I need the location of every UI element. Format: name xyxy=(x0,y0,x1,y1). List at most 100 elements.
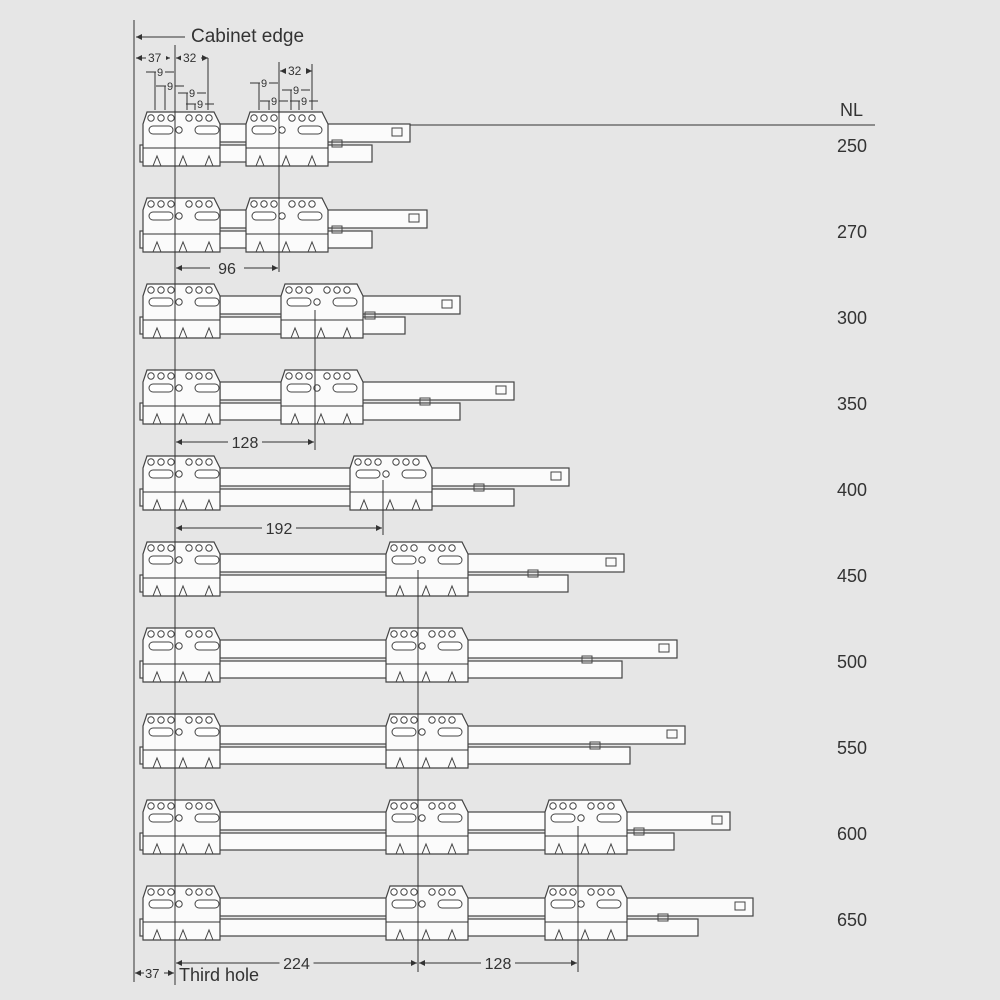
screw-hole xyxy=(157,458,165,466)
screw-hole xyxy=(205,544,213,552)
tab-mark xyxy=(606,842,616,855)
slide-row-450: 450 xyxy=(139,541,867,597)
tab-mark xyxy=(290,326,300,339)
screw-hole xyxy=(333,372,341,380)
dim-9: 9 xyxy=(167,81,173,93)
slide-row-600: 600 xyxy=(139,799,867,855)
dim-128-upper: 128 xyxy=(232,435,259,452)
dim-37-bottom: 37 xyxy=(145,966,159,981)
rail-catch xyxy=(658,643,670,653)
screw-hole xyxy=(157,200,165,208)
screw-hole xyxy=(147,630,155,638)
screw-hole xyxy=(147,544,155,552)
dim-224: 224 xyxy=(283,956,310,973)
rail-stop xyxy=(657,913,669,922)
nl-label: 400 xyxy=(837,480,867,500)
screw-hole xyxy=(333,286,341,294)
nl-label: 650 xyxy=(837,910,867,930)
screw-hole xyxy=(559,802,567,810)
tab-mark xyxy=(421,670,431,683)
rail-catch xyxy=(391,127,403,137)
dim-9: 9 xyxy=(157,67,163,79)
slide-row-400: 400 xyxy=(139,455,867,511)
screw-hole xyxy=(298,200,306,208)
tab-mark xyxy=(421,756,431,769)
screw-hole xyxy=(250,200,258,208)
rail-catch xyxy=(605,557,617,567)
slot-hole xyxy=(194,469,220,479)
tab-mark xyxy=(447,670,457,683)
tab-mark xyxy=(204,670,214,683)
screw-hole xyxy=(157,716,165,724)
screw-hole xyxy=(175,298,183,306)
rail-stop xyxy=(527,569,539,578)
screw-hole xyxy=(390,802,398,810)
screw-hole xyxy=(195,286,203,294)
tab-mark xyxy=(204,756,214,769)
screw-hole xyxy=(167,286,175,294)
screw-hole xyxy=(313,298,321,306)
screw-hole xyxy=(298,114,306,122)
tab-mark xyxy=(204,842,214,855)
tab-mark xyxy=(421,842,431,855)
tab-mark xyxy=(204,584,214,597)
screw-hole xyxy=(185,286,193,294)
tab-mark xyxy=(152,670,162,683)
slot-hole xyxy=(148,555,174,565)
screw-hole xyxy=(175,212,183,220)
tab-mark xyxy=(178,326,188,339)
screw-hole xyxy=(157,630,165,638)
screw-hole xyxy=(157,544,165,552)
screw-hole xyxy=(175,728,183,736)
slot-hole xyxy=(194,555,220,565)
slot-hole xyxy=(194,125,220,135)
screw-hole xyxy=(195,458,203,466)
screw-hole xyxy=(175,126,183,134)
slot-hole xyxy=(148,211,174,221)
tab-mark xyxy=(395,670,405,683)
tab-mark xyxy=(307,240,317,253)
tab-mark xyxy=(580,842,590,855)
screw-hole xyxy=(278,126,286,134)
screw-hole xyxy=(607,802,615,810)
screw-hole xyxy=(448,802,456,810)
tab-mark xyxy=(554,928,564,941)
screw-hole xyxy=(278,212,286,220)
dim-9: 9 xyxy=(197,99,203,111)
rail-catch xyxy=(408,213,420,223)
slot-hole xyxy=(148,813,174,823)
screw-hole xyxy=(205,802,213,810)
screw-hole xyxy=(428,716,436,724)
slot-hole xyxy=(391,899,417,909)
rail-catch xyxy=(666,729,678,739)
screw-hole xyxy=(195,630,203,638)
slot-hole xyxy=(148,899,174,909)
tab-mark xyxy=(411,498,421,511)
screw-hole xyxy=(195,114,203,122)
screw-hole xyxy=(374,458,382,466)
slot-hole xyxy=(194,813,220,823)
screw-hole xyxy=(157,888,165,896)
screw-hole xyxy=(195,372,203,380)
slot-hole xyxy=(596,899,622,909)
screw-hole xyxy=(250,114,258,122)
nl-label: 250 xyxy=(837,136,867,156)
slot-hole xyxy=(148,469,174,479)
slot-hole xyxy=(437,899,463,909)
upper-rail xyxy=(219,381,515,401)
tab-mark xyxy=(152,928,162,941)
tab-mark xyxy=(152,240,162,253)
screw-hole xyxy=(147,716,155,724)
screw-hole xyxy=(597,802,605,810)
screw-hole xyxy=(390,716,398,724)
rail-catch xyxy=(495,385,507,395)
screw-hole xyxy=(412,458,420,466)
screw-hole xyxy=(175,814,183,822)
slot-hole xyxy=(297,211,323,221)
screw-hole xyxy=(308,200,316,208)
screw-hole xyxy=(195,802,203,810)
screw-hole xyxy=(185,888,193,896)
screw-hole xyxy=(308,114,316,122)
slot-hole xyxy=(148,383,174,393)
